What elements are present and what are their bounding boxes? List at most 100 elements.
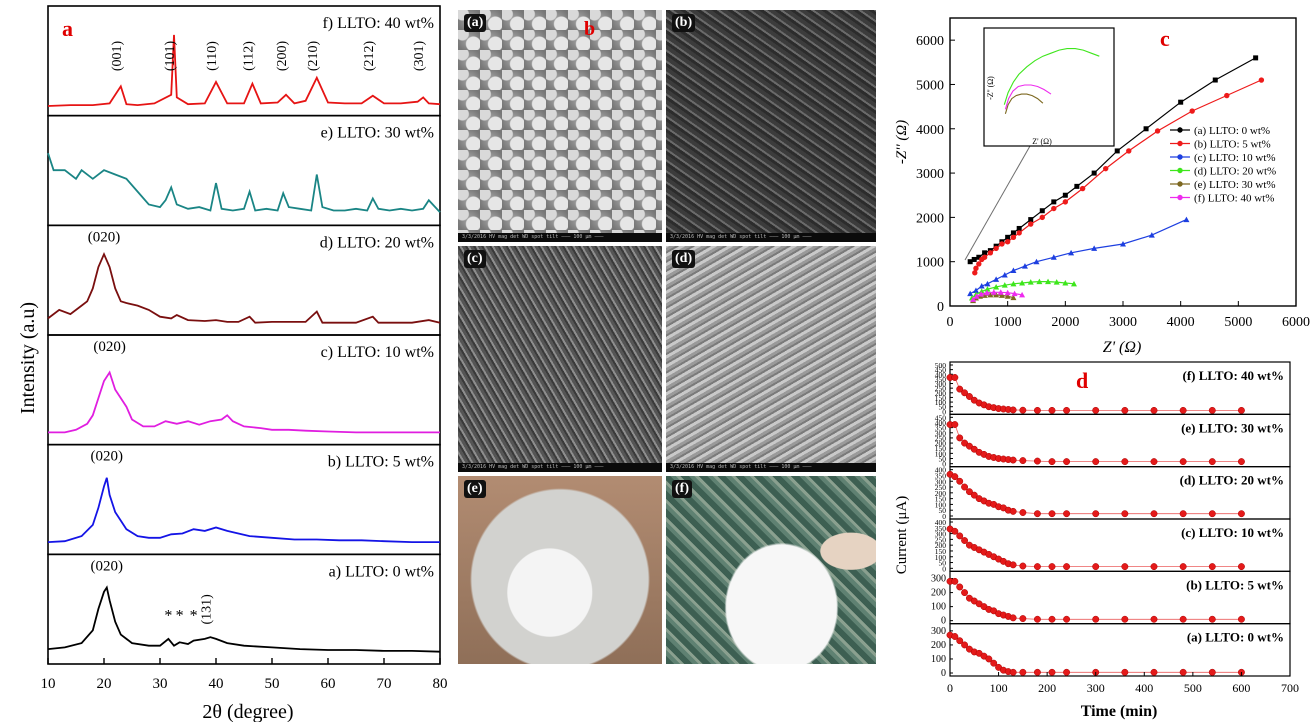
data-point — [1039, 214, 1045, 221]
y-tick-label: 200 — [935, 541, 947, 550]
data-point — [951, 527, 959, 535]
data-point — [1021, 263, 1028, 269]
x-tick-label: 300 — [1087, 681, 1105, 695]
data-point — [1051, 205, 1057, 212]
y-tick-label: 400 — [935, 418, 947, 427]
subplot-frame — [949, 623, 1291, 677]
x-tick-label: 60 — [321, 676, 336, 692]
sem-label-d: (d) — [672, 250, 696, 268]
data-point — [978, 291, 985, 297]
x-tick-label: 200 — [1038, 681, 1056, 695]
data-point — [1033, 668, 1041, 676]
data-point — [1092, 510, 1100, 518]
y-tick-label: 300 — [931, 626, 946, 637]
data-point — [1237, 563, 1245, 571]
data-point — [1063, 615, 1071, 623]
y-tick-label: 100 — [931, 602, 946, 613]
y-tick-label: 400 — [935, 466, 947, 475]
data-point — [961, 641, 969, 649]
data-point — [1063, 563, 1071, 571]
data-point — [1033, 563, 1041, 571]
y-tick-label: 0 — [942, 564, 946, 573]
data-point — [1033, 510, 1041, 518]
panel-c-impedance-plot: c -Z'' (Ω) Z' (Ω) 0 1000 2000 3000 4000 5000 6… — [894, 17, 1310, 356]
sem-info-bar: 3/3/2016 HV mag det WD spot tilt ——— 100… — [666, 463, 876, 472]
data-point — [987, 250, 994, 256]
x-tick-label: 500 — [1184, 681, 1202, 695]
data-point — [1019, 615, 1027, 623]
data-point — [982, 250, 988, 256]
data-point — [1033, 615, 1041, 623]
data-point — [951, 473, 959, 481]
data-point — [951, 374, 959, 381]
data-point — [965, 488, 973, 496]
panel-c-letter: c — [1160, 26, 1170, 51]
y-tick-label: 200 — [931, 640, 946, 651]
data-point — [1189, 108, 1195, 114]
data-point — [978, 288, 985, 294]
x-tick-label: 400 — [1135, 681, 1153, 695]
subplot-label: e) LLTO: 30 wt% — [321, 125, 434, 142]
inset-pointer — [964, 145, 1031, 261]
data-point — [1179, 406, 1187, 414]
data-point — [1028, 217, 1034, 223]
x-tick-label: 700 — [1281, 681, 1299, 695]
data-point — [1121, 563, 1129, 571]
y-tick-label: 4000 — [916, 123, 944, 138]
series-line — [969, 219, 1187, 295]
data-point — [971, 256, 977, 262]
y-tick-label: 0 — [942, 407, 946, 416]
data-point — [1036, 278, 1043, 285]
x-tick-label: 5000 — [1224, 315, 1252, 330]
data-point — [1019, 457, 1027, 465]
x-tick-label: 40 — [209, 676, 224, 692]
subplot-label: (e) LLTO: 30 wt% — [1181, 420, 1284, 435]
legend-marker — [1177, 181, 1183, 187]
y-tick-label: 150 — [935, 547, 947, 556]
data-point — [1143, 126, 1149, 132]
data-point — [956, 583, 964, 591]
data-point — [1063, 406, 1071, 414]
data-point — [1010, 234, 1017, 241]
y-tick-label: 450 — [935, 366, 947, 375]
legend-marker — [1177, 140, 1183, 147]
x-tick-label: 0 — [947, 681, 953, 695]
sem-image-b: (b) 3/3/2016 HV mag det WD spot tilt ———… — [666, 10, 876, 242]
data-point — [1148, 232, 1155, 238]
data-point — [1092, 406, 1100, 414]
subplot-label: (c) LLTO: 10 wt% — [1181, 525, 1284, 540]
y-tick-label: 200 — [935, 439, 947, 448]
data-point — [1092, 563, 1100, 571]
legend-label: (d) LLTO: 20 wt% — [1194, 166, 1276, 178]
data-point — [1062, 192, 1068, 198]
data-point — [1121, 615, 1129, 623]
data-point — [1208, 563, 1216, 571]
data-point — [1009, 456, 1017, 464]
y-tick-label: 200 — [935, 389, 947, 398]
data-point — [970, 445, 978, 453]
data-point — [1033, 258, 1040, 265]
x-tick-label: 70 — [377, 676, 392, 692]
peak-label: (131) — [199, 594, 214, 625]
data-point — [1053, 279, 1060, 285]
data-point — [1019, 668, 1027, 676]
y-tick-label: 350 — [935, 471, 947, 480]
y-tick-label: 100 — [935, 553, 947, 562]
y-tick-label: 150 — [935, 444, 947, 453]
y-tick-label: 400 — [935, 370, 947, 379]
peak-label: (001) — [110, 41, 125, 72]
impurity-star: * — [190, 607, 198, 624]
panel-a-letter: a — [62, 16, 73, 41]
legend-marker — [1177, 167, 1183, 174]
data-point — [1150, 510, 1158, 518]
data-point — [1011, 290, 1018, 297]
data-point — [961, 483, 969, 491]
y-tick-label: 50 — [939, 403, 947, 412]
peak-label: (101) — [163, 41, 178, 72]
y-tick-label: 50 — [939, 506, 947, 515]
sem-info-bar: 3/3/2016 HV mag det WD spot tilt ——— 100… — [458, 463, 662, 472]
peak-label: (110) — [205, 41, 220, 71]
y-tick-label: 200 — [931, 588, 946, 599]
peak-label: (200) — [275, 41, 290, 72]
data-point — [1063, 510, 1071, 518]
